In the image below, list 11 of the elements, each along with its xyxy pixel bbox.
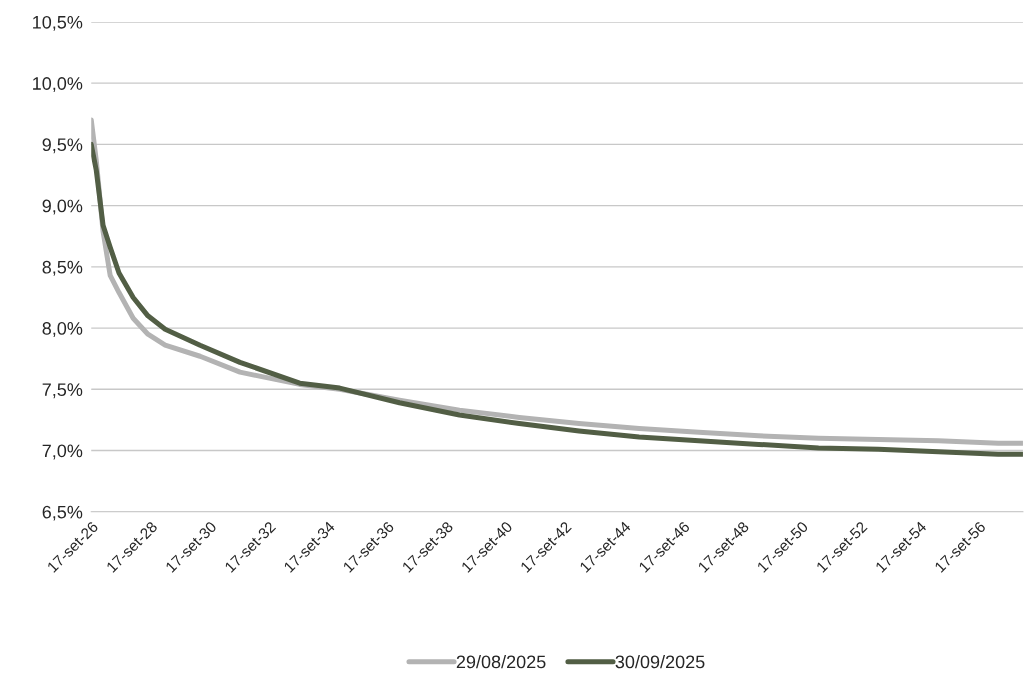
y-tick-label: 7,5% bbox=[42, 383, 83, 399]
legend-label: 30/09/2025 bbox=[615, 655, 705, 669]
y-tick-label: 9,5% bbox=[42, 138, 83, 154]
y-tick-label: 10,5% bbox=[33, 15, 83, 31]
legend-label: 29/08/2025 bbox=[456, 655, 546, 669]
y-tick-label: 8,5% bbox=[42, 260, 83, 276]
y-tick-label: 10,0% bbox=[33, 77, 83, 93]
y-tick-label: 8,0% bbox=[42, 322, 83, 337]
y-tick-label: 6,5% bbox=[42, 505, 83, 521]
y-tick-label: 7,0% bbox=[42, 444, 83, 460]
y-tick-label: 9,0% bbox=[42, 199, 83, 215]
